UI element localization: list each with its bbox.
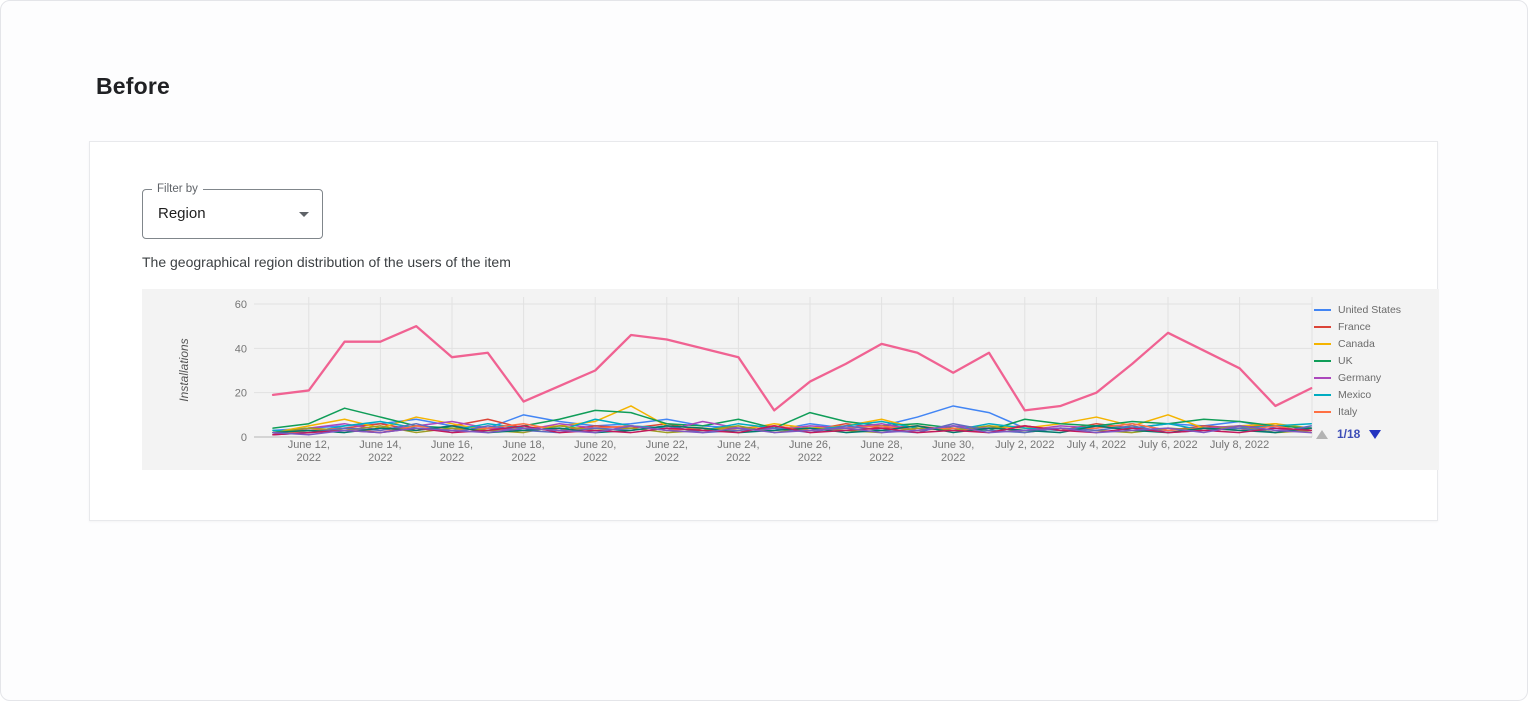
legend-label: Germany <box>1338 371 1382 384</box>
svg-text:2022: 2022 <box>511 452 535 464</box>
svg-text:July 8, 2022: July 8, 2022 <box>1210 439 1269 451</box>
legend-label: France <box>1338 320 1371 333</box>
legend-item[interactable]: UK <box>1314 352 1436 369</box>
filter-by-value: Region <box>158 205 206 222</box>
filter-by-label: Filter by <box>152 183 203 195</box>
legend-page-indicator: 1/18 <box>1337 427 1361 441</box>
svg-text:June 18,: June 18, <box>502 439 544 451</box>
legend-swatch-icon <box>1314 342 1331 345</box>
svg-text:60: 60 <box>235 299 247 311</box>
legend-label: United States <box>1338 303 1402 316</box>
svg-text:2022: 2022 <box>655 452 679 464</box>
svg-text:June 28,: June 28, <box>860 439 902 451</box>
legend-item[interactable]: Mexico <box>1314 386 1436 403</box>
svg-text:2022: 2022 <box>583 452 607 464</box>
legend-swatch-icon <box>1314 359 1331 362</box>
chart-legend: United States France Canada UK Germany Mexico… <box>1314 301 1436 420</box>
filter-by-select[interactable]: Filter by Region <box>142 183 323 239</box>
legend-item[interactable]: Italy <box>1314 403 1436 420</box>
legend-next-icon[interactable] <box>1369 429 1382 439</box>
legend-swatch-icon <box>1314 325 1331 328</box>
svg-text:2022: 2022 <box>726 452 750 464</box>
page-title: Before <box>96 73 171 99</box>
svg-text:0: 0 <box>241 432 247 444</box>
chart-description: The geographical region distribution of … <box>142 254 511 270</box>
svg-text:2022: 2022 <box>798 452 822 464</box>
svg-text:June 12,: June 12, <box>288 439 330 451</box>
legend-prev-icon[interactable] <box>1316 429 1328 439</box>
legend-item[interactable]: Canada <box>1314 335 1436 352</box>
svg-text:June 20,: June 20, <box>574 439 616 451</box>
svg-text:June 26,: June 26, <box>789 439 831 451</box>
legend-item[interactable]: France <box>1314 318 1436 335</box>
svg-text:2022: 2022 <box>869 452 893 464</box>
svg-text:June 30,: June 30, <box>932 439 974 451</box>
legend-pager: 1/18 <box>1316 427 1382 441</box>
legend-label: UK <box>1338 354 1353 367</box>
svg-text:July 6, 2022: July 6, 2022 <box>1138 439 1197 451</box>
svg-text:2022: 2022 <box>368 452 392 464</box>
svg-text:2022: 2022 <box>440 452 464 464</box>
legend-swatch-icon <box>1314 376 1331 379</box>
svg-text:40: 40 <box>235 343 247 355</box>
svg-text:July 2, 2022: July 2, 2022 <box>995 439 1054 451</box>
chevron-down-icon <box>299 212 309 217</box>
report-card: Filter by Region The geographical region… <box>89 141 1439 521</box>
legend-item[interactable]: United States <box>1314 301 1436 318</box>
svg-text:2022: 2022 <box>941 452 965 464</box>
svg-text:July 4, 2022: July 4, 2022 <box>1067 439 1126 451</box>
svg-text:June 16,: June 16, <box>431 439 473 451</box>
svg-text:June 22,: June 22, <box>646 439 688 451</box>
svg-text:June 14,: June 14, <box>359 439 401 451</box>
legend-label: Canada <box>1338 337 1375 350</box>
svg-text:June 24,: June 24, <box>717 439 759 451</box>
legend-swatch-icon <box>1314 410 1331 413</box>
svg-text:Installations: Installations <box>177 338 191 401</box>
legend-label: Italy <box>1338 405 1358 418</box>
legend-swatch-icon <box>1314 393 1331 396</box>
legend-label: Mexico <box>1338 388 1372 401</box>
legend-swatch-icon <box>1314 308 1331 311</box>
svg-text:2022: 2022 <box>297 452 321 464</box>
svg-text:20: 20 <box>235 388 247 400</box>
legend-item[interactable]: Germany <box>1314 369 1436 386</box>
chart-area: June 12, 2022 June 14, 2022 June 16, 2022 June… <box>142 289 1439 470</box>
